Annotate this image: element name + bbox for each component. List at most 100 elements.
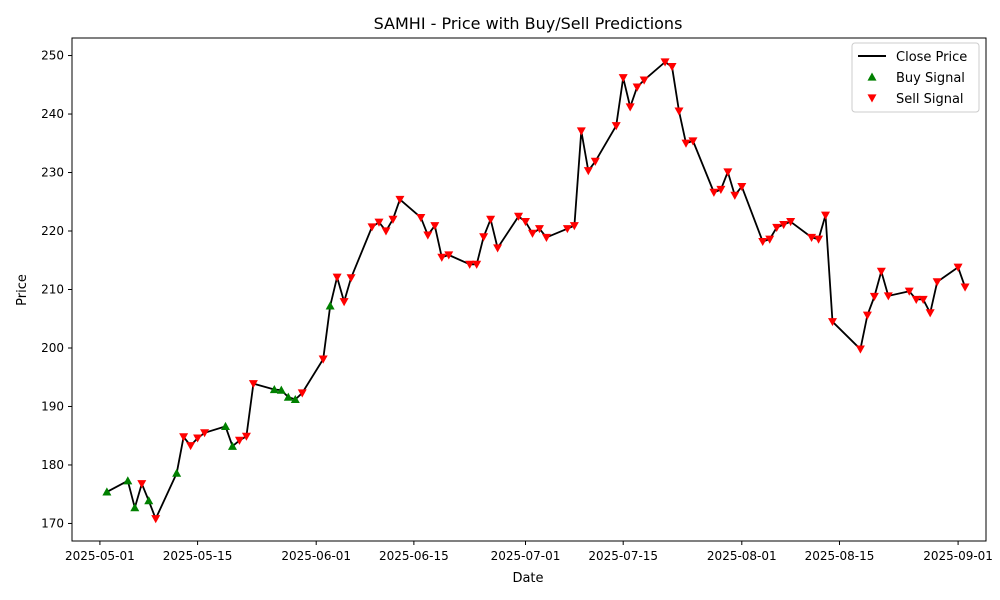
sell-signal-marker	[925, 309, 935, 318]
legend-label-buy-signal: Buy Signal	[896, 71, 965, 86]
ticks-layer: 170 180 190 200 210 220 230 240 250 2025-05-01 202…	[41, 49, 993, 563]
y-tick-label: 190	[41, 399, 64, 413]
y-tick-label: 210	[41, 283, 64, 297]
sell-signal-marker	[465, 260, 475, 269]
sell-signal-marker	[611, 122, 621, 131]
sell-signal-marker	[632, 83, 642, 92]
sell-signal-marker	[241, 432, 251, 441]
sell-signal-marker	[960, 283, 970, 292]
buy-signal-marker	[227, 441, 237, 450]
buy-signal-marker	[102, 487, 112, 496]
y-tick-label: 230	[41, 166, 64, 180]
sell-signal-marker	[737, 182, 747, 192]
sell-signal-marker	[423, 231, 433, 240]
sell-signal-marker	[709, 188, 719, 197]
legend-sell-triangle-icon	[867, 94, 877, 103]
x-tick-label: 2025-09-01	[923, 549, 993, 563]
sell-signal-marker	[681, 139, 691, 148]
buy-signal-marker	[123, 476, 133, 485]
sell-signal-marker	[904, 287, 914, 296]
sell-signal-marker	[730, 191, 740, 200]
sell-signal-marker	[444, 251, 454, 260]
series-layer	[102, 58, 970, 524]
y-tick-label: 220	[41, 224, 64, 238]
buy-signal-marker	[283, 392, 293, 401]
sell-signal-marker	[953, 263, 963, 272]
legend-label-sell-signal: Sell Signal	[896, 92, 964, 107]
sell-signal-marker	[814, 235, 824, 244]
sell-signal-marker	[200, 429, 210, 438]
legend-label-close-price: Close Price	[896, 50, 967, 65]
legend-box	[851, 42, 980, 113]
sell-signal-marker	[855, 345, 865, 354]
sell-signal-marker	[339, 298, 349, 307]
sell-signal-marker	[590, 157, 600, 166]
legend: Close Price Buy Signal Sell Signal	[851, 42, 980, 113]
sell-signal-marker	[367, 223, 377, 232]
sell-signal-marker	[660, 58, 670, 67]
sell-signal-marker	[911, 295, 921, 304]
sell-signal-marker	[807, 233, 817, 242]
x-tick-label: 2025-06-15	[379, 549, 449, 563]
sell-signal-marker	[674, 107, 684, 116]
sell-signal-marker	[234, 436, 244, 445]
sell-signal-marker	[381, 227, 391, 236]
sell-signal-marker	[625, 103, 635, 112]
sell-signal-marker	[534, 225, 544, 234]
x-tick-label: 2025-08-01	[707, 549, 777, 563]
legend-buy-triangle-icon	[867, 72, 877, 81]
sell-signal-marker	[786, 218, 796, 227]
sell-signal-marker	[479, 233, 489, 242]
sell-signal-marker	[395, 195, 405, 204]
sell-signal-marker	[297, 389, 307, 398]
buy-signal-marker	[144, 496, 154, 505]
buy-signal-marker	[290, 394, 300, 404]
sell-signal-marker	[493, 244, 503, 253]
x-axis-label: Date	[512, 571, 543, 586]
sell-signal-marker	[521, 218, 531, 227]
sell-signal-marker	[374, 218, 384, 227]
sell-signal-marker	[193, 434, 203, 443]
sell-signal-marker	[758, 237, 768, 247]
x-tick-label: 2025-06-01	[281, 549, 351, 563]
sell-signal-marker	[486, 215, 496, 224]
sell-signal-marker	[618, 74, 628, 83]
y-tick-label: 170	[41, 516, 64, 530]
sell-signal-marker	[248, 380, 258, 389]
sell-signal-marker	[562, 225, 572, 234]
sell-signal-marker	[346, 274, 356, 283]
sell-signal-marker	[472, 260, 482, 269]
sell-signal-marker	[876, 267, 886, 276]
sell-signal-marker	[639, 76, 649, 85]
sell-signal-marker	[437, 253, 447, 262]
y-tick-label: 250	[41, 49, 64, 63]
sell-signal-marker	[576, 127, 586, 136]
x-tick-label: 2025-08-15	[805, 549, 875, 563]
y-axis-label: Price	[15, 274, 30, 306]
sell-signal-marker	[151, 515, 161, 524]
sell-signal-marker	[527, 229, 537, 238]
y-tick-label: 180	[41, 458, 64, 472]
plot-frame	[71, 37, 987, 542]
buy-signal-marker	[325, 301, 335, 310]
sell-signal-marker	[332, 273, 342, 282]
sell-signal-marker	[821, 211, 831, 220]
sell-signal-marker	[318, 355, 328, 364]
sell-signal-marker	[723, 168, 733, 177]
sell-signal-marker	[569, 222, 579, 231]
buy-signal-marker	[220, 421, 230, 430]
sell-signal-marker	[869, 292, 879, 302]
sell-signal-marker	[688, 137, 698, 146]
sell-signal-marker	[883, 292, 893, 301]
sell-signal-marker	[514, 212, 524, 221]
sell-signal-marker	[430, 222, 440, 231]
sell-signal-marker	[137, 480, 147, 489]
sell-signal-marker	[416, 213, 426, 223]
sell-signal-marker	[932, 278, 942, 287]
x-tick-label: 2025-05-01	[65, 549, 135, 563]
x-tick-label: 2025-05-15	[163, 549, 233, 563]
sell-signal-marker	[772, 223, 782, 233]
y-tick-label: 200	[41, 341, 64, 355]
